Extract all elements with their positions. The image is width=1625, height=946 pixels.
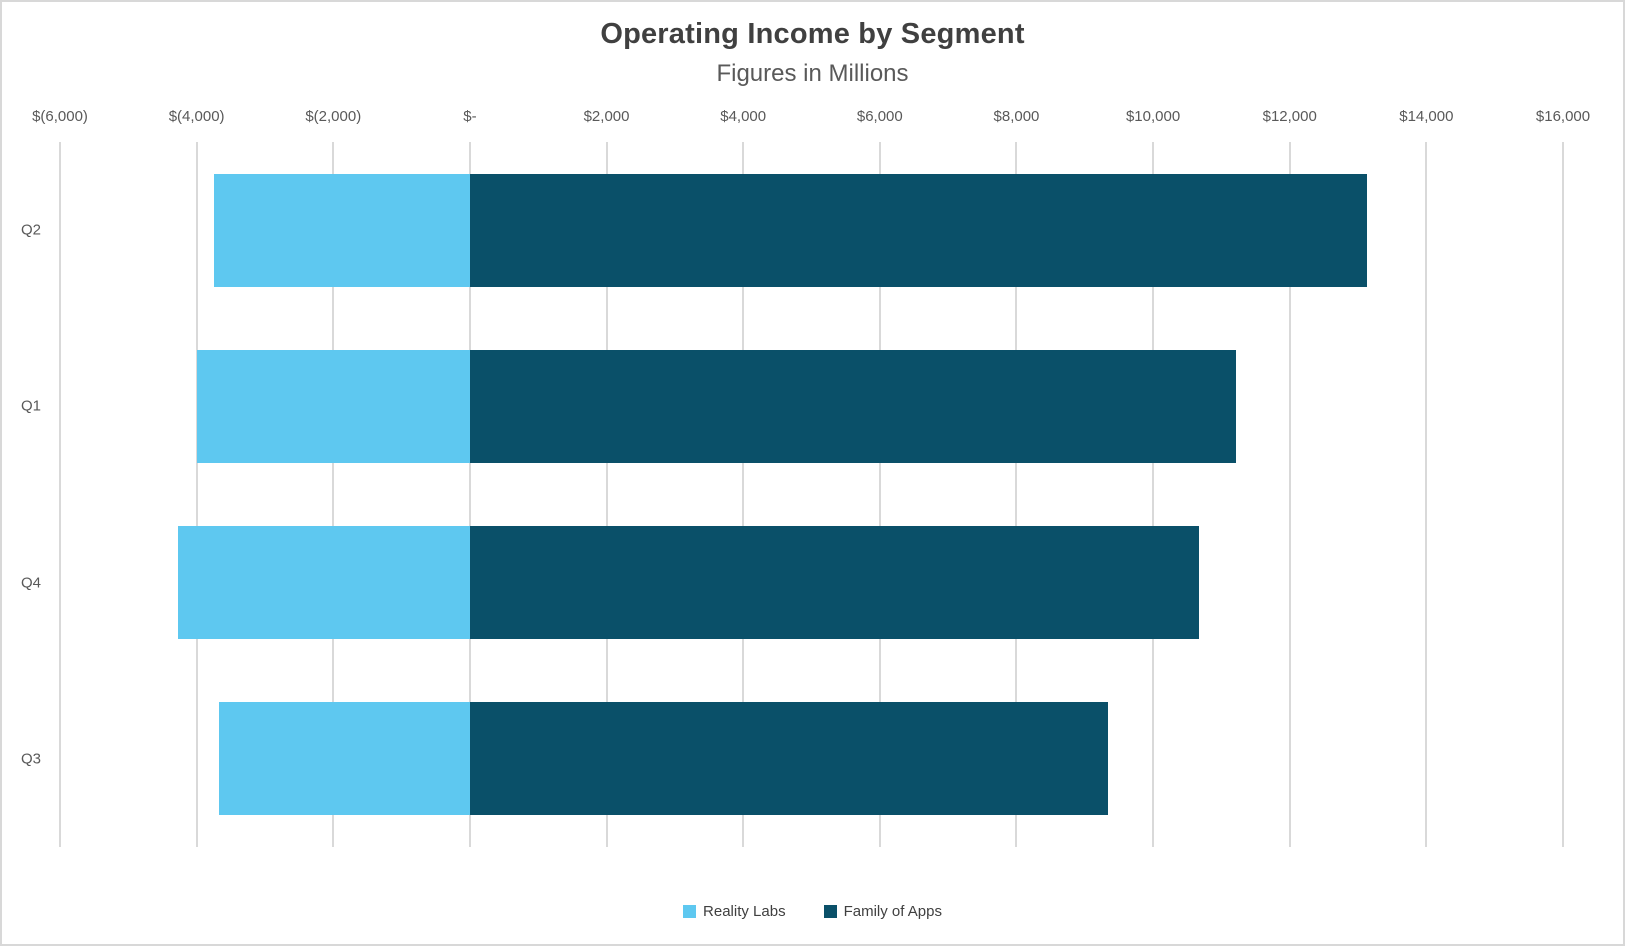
category-label-q2: Q2 [20, 221, 41, 239]
x-axis-tick-label: $8,000 [993, 108, 1040, 125]
bar-reality-labs-q1 [197, 349, 470, 463]
legend-item-reality-labs: Reality Labs [683, 903, 786, 920]
gridline [605, 142, 608, 847]
gridline [1562, 142, 1564, 847]
category-label-q4: Q4 [20, 574, 41, 592]
bar-family-of-apps-q1 [469, 349, 1237, 463]
x-axis-tick-label: $12,000 [1262, 108, 1317, 125]
bar-family-of-apps-q3 [469, 702, 1108, 816]
gridline [332, 142, 335, 847]
bar-reality-labs-q4 [177, 526, 470, 640]
legend-label: Family of Apps [843, 903, 942, 920]
gridline [742, 142, 745, 847]
x-axis-tick-label: $10,000 [1125, 108, 1181, 125]
y-axis-category-labels: Q2 Q1 Q4 Q3 [2, 142, 60, 847]
chart-subtitle: Figures in Millions [716, 60, 909, 87]
legend-swatch-reality-labs [683, 905, 697, 918]
x-axis-tick-label: $6,000 [856, 108, 903, 125]
gridline [1152, 142, 1155, 847]
category-label-q3: Q3 [20, 750, 41, 768]
gridline [195, 142, 198, 847]
x-axis-tick-label: $(6,000) [32, 108, 88, 125]
x-axis-tick-label: $16,000 [1535, 108, 1591, 125]
bar-reality-labs-q3 [219, 702, 470, 816]
gridline [878, 142, 881, 847]
gridline [59, 142, 61, 847]
gridline [1425, 142, 1428, 847]
x-axis-tick-label: $(4,000) [168, 108, 225, 125]
x-axis-tick-label: $2,000 [583, 108, 630, 125]
gridline [468, 142, 471, 847]
bar-family-of-apps-q2 [469, 173, 1367, 287]
gridline [1015, 142, 1018, 847]
bar-family-of-apps-q4 [469, 526, 1200, 640]
category-label-q1: Q1 [20, 397, 41, 415]
legend-label: Reality Labs [703, 903, 786, 920]
legend: Reality Labs Family of Apps [2, 903, 1623, 920]
legend-item-family-of-apps: Family of Apps [823, 903, 942, 920]
x-axis-tick-labels: $(6,000) $(4,000) $(2,000) $- $2,000 $4,000 $6… [32, 108, 1590, 130]
x-axis-tick-label: $14,000 [1399, 108, 1454, 125]
gridline [1288, 142, 1291, 847]
chart-title: Operating Income by Segment [600, 18, 1025, 50]
plot-area [59, 142, 1564, 847]
x-axis-tick-label: $4,000 [720, 108, 767, 125]
bar-reality-labs-q2 [214, 173, 470, 287]
x-axis-tick-label: $- [463, 108, 477, 125]
legend-swatch-family-of-apps [823, 905, 837, 918]
x-axis-tick-label: $(2,000) [305, 108, 362, 125]
